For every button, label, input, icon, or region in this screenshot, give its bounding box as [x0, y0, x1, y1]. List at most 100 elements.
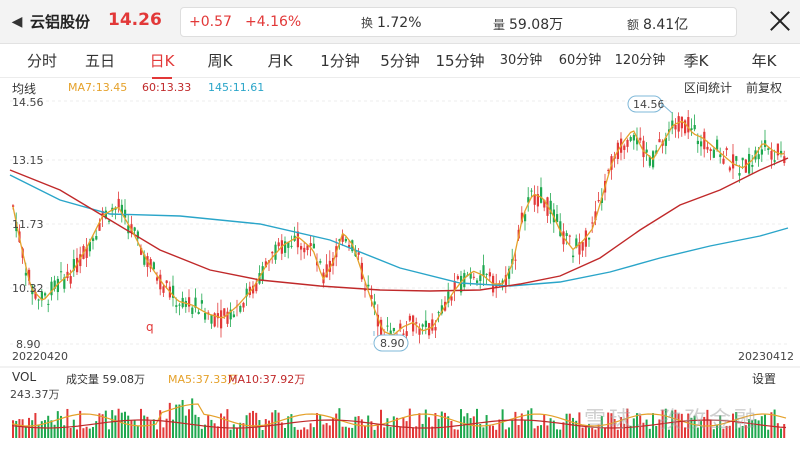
candle-body [540, 187, 543, 203]
candle-body [60, 271, 63, 273]
candle-body [476, 280, 479, 283]
candle-body [309, 243, 312, 247]
candle-body [149, 259, 152, 269]
candle-body [319, 261, 322, 263]
candle-body [716, 139, 719, 150]
tab-intraday[interactable]: 分时 [26, 52, 57, 70]
candle-body [757, 154, 760, 160]
candle-body [373, 301, 376, 305]
volume-ma5-line [11, 403, 787, 427]
volume-bar [514, 411, 517, 438]
candle-body [303, 247, 306, 253]
tab-daily-k[interactable]: 日K [142, 51, 182, 73]
candle-body [12, 205, 15, 207]
candle-body [376, 314, 379, 327]
volume-bar [130, 420, 133, 438]
volume-bar [460, 409, 462, 438]
volume-bar [584, 426, 587, 438]
volume-bar [15, 420, 18, 438]
candle-body [50, 281, 53, 296]
candle-body [271, 251, 274, 254]
candle-body [421, 324, 424, 327]
volume-selector[interactable]: VOL [12, 370, 37, 384]
tab-5min[interactable]: 5分钟 [380, 52, 420, 70]
volume-bar [776, 423, 779, 438]
volume-bar [152, 419, 155, 438]
date-start: 20220420 [12, 350, 68, 363]
candle-body [722, 158, 725, 164]
candle-body [591, 222, 594, 224]
ma60-value: 60:13.33 [142, 81, 192, 94]
volume-bar [280, 422, 283, 438]
candle-body [629, 137, 632, 141]
volume-bar [709, 420, 712, 438]
candle-body [725, 148, 728, 151]
volume-bar [543, 414, 546, 438]
volume-bar [332, 417, 334, 438]
candle-body [488, 272, 491, 277]
range-stats-button[interactable]: 区间统计 [684, 81, 733, 95]
volume-bar [120, 412, 123, 438]
volume-bar [520, 413, 523, 438]
volume-bar [728, 425, 731, 438]
volume-bar [322, 424, 325, 438]
adjust-button[interactable]: 前复权 [746, 81, 783, 95]
volume-bar [21, 419, 24, 438]
candle-body [648, 156, 651, 166]
tab-five-day[interactable]: 五日 [84, 52, 115, 70]
candle-body [472, 276, 475, 278]
volume-bar [482, 427, 485, 438]
candle-body [140, 247, 143, 255]
volume-bar [325, 423, 328, 438]
volume-bar [690, 417, 693, 438]
volume-indicator-bar: VOL 成交量 59.08万 MA5:37.33万 MA10:37.92万 设置 [0, 368, 800, 386]
candle-body [274, 244, 277, 260]
settings-button[interactable]: 设置 [752, 372, 777, 386]
candle-body [242, 302, 245, 308]
candle-body [709, 149, 712, 152]
tab-30min[interactable]: 30分钟 [499, 53, 543, 68]
volume-bar [652, 413, 654, 438]
volume-bar [578, 412, 581, 438]
volume-bar [549, 418, 552, 438]
candle-body [674, 124, 677, 130]
candle-body [728, 167, 731, 171]
tab-monthly-k[interactable]: 月K [267, 52, 293, 70]
candle-body [28, 269, 31, 281]
candle-body [130, 224, 133, 232]
volume-bar [159, 410, 162, 438]
volume-bar [162, 427, 165, 438]
quote-header: ◀ 云铝股份 14.26 +0.57 +4.16% 换 1.72% 量 59.08万… [0, 0, 800, 44]
tab-120min[interactable]: 120分钟 [614, 53, 666, 68]
candle-body [463, 273, 466, 288]
candle-body [549, 200, 552, 214]
back-button[interactable]: ◀ [8, 11, 26, 33]
candle-body [63, 277, 66, 289]
tab-15min[interactable]: 15分钟 [435, 52, 485, 70]
volume-bar [722, 428, 725, 438]
volume-bar [351, 427, 354, 438]
volume-bar [696, 427, 699, 438]
volume-bar [69, 428, 72, 438]
tab-1min[interactable]: 1分钟 [320, 52, 360, 70]
amount-stat: 额 8.41亿 [627, 14, 688, 34]
volume-bar [95, 421, 98, 438]
candle-body [680, 116, 683, 129]
ma-selector[interactable]: 均线 [12, 82, 37, 96]
volume-bar [370, 421, 373, 438]
volume-ma10-line [11, 419, 787, 429]
volume-bar [197, 417, 200, 438]
volume-bar [364, 425, 366, 438]
volume-bar [236, 428, 238, 438]
candle-body [53, 280, 56, 289]
volume-bar [178, 404, 181, 438]
tab-weekly-k[interactable]: 周K [207, 52, 233, 70]
volume-bar [655, 426, 658, 438]
tab-yearly-k[interactable]: 年K [751, 52, 777, 70]
volume-bar [421, 423, 424, 438]
tab-quarterly-k[interactable]: 季K [683, 52, 709, 70]
tab-60min[interactable]: 60分钟 [558, 53, 602, 68]
volume-bar [495, 429, 498, 438]
volume-bar [530, 408, 533, 438]
